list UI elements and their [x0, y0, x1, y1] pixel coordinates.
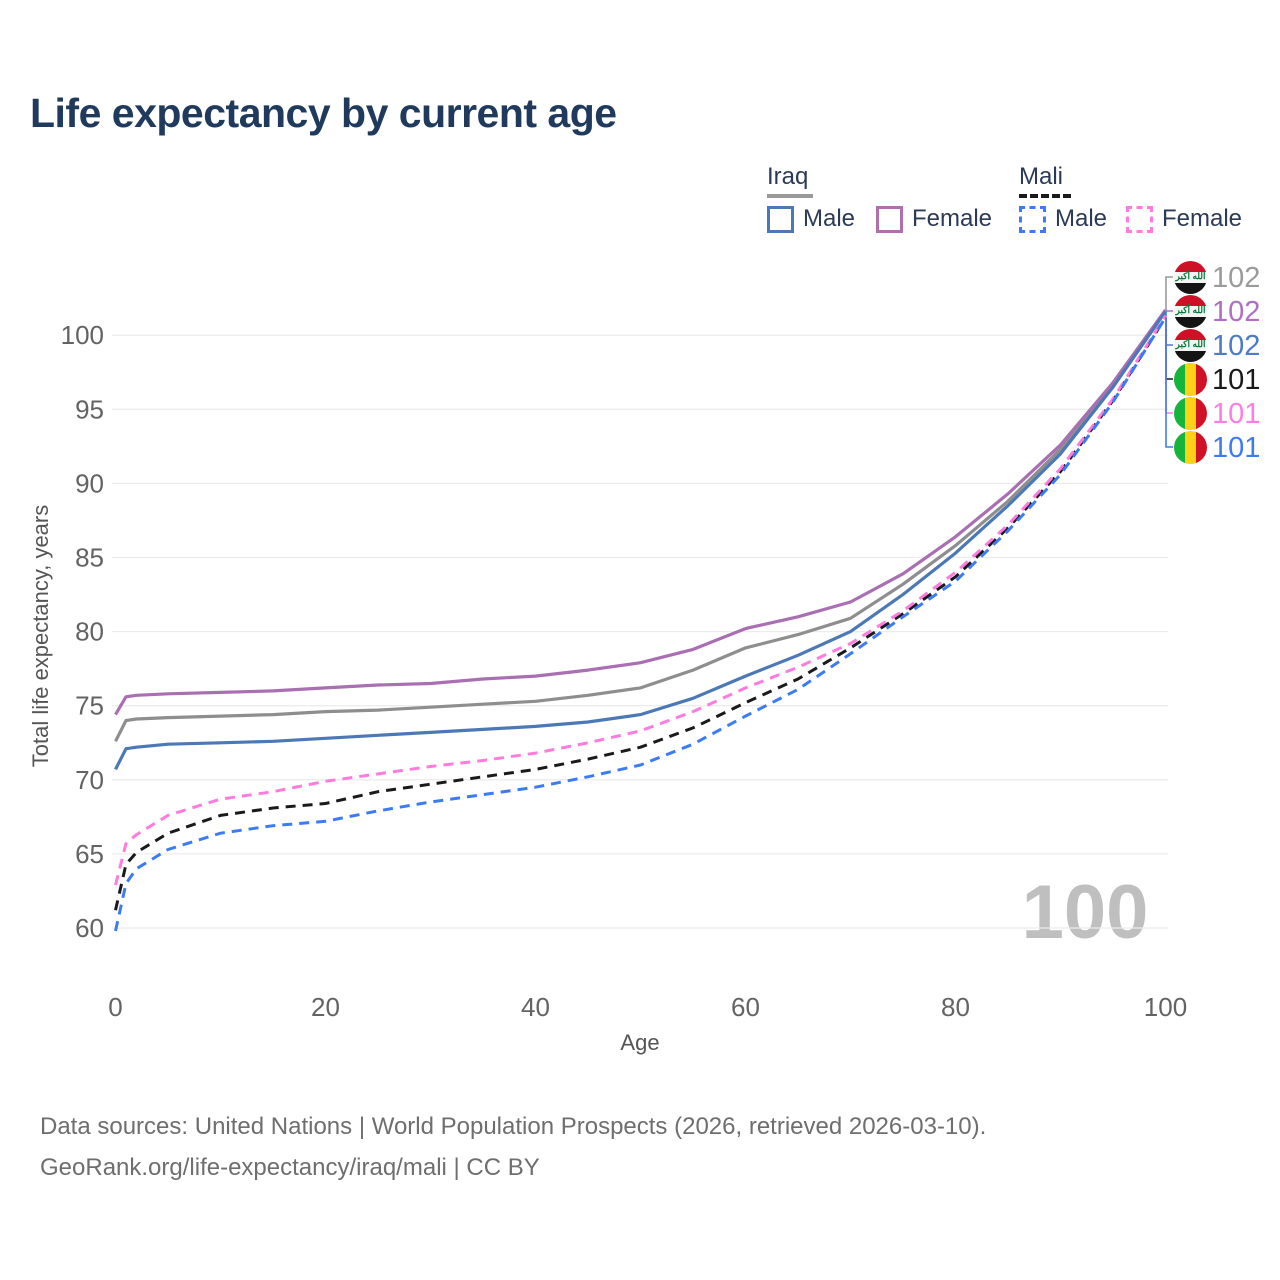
- series-line-iraq-female: [114, 309, 1167, 716]
- legend-item-iraq-male[interactable]: Male: [767, 205, 855, 233]
- y-axis-title: Total life expectancy, years: [28, 505, 53, 768]
- legend-group-mali: Mali: [1019, 163, 1071, 198]
- y-tick-label: 90: [75, 468, 104, 498]
- footer-attribution: GeoRank.org/life-expectancy/iraq/mali | …: [40, 1154, 540, 1182]
- end-value-iraq-male: 102: [1212, 330, 1260, 362]
- x-tick-label: 20: [311, 992, 340, 1022]
- footer-data-sources: Data sources: United Nations | World Pop…: [40, 1113, 987, 1140]
- mali-line-style-sample: [1019, 194, 1071, 198]
- mali-flag-icon: [1174, 362, 1207, 396]
- end-value-iraq-both: 102: [1212, 262, 1260, 294]
- legend-group-iraq: Iraq: [767, 163, 813, 198]
- y-tick-label: 85: [75, 543, 104, 573]
- series-line-mali-male: [114, 316, 1167, 932]
- legend-country-iraq: Iraq: [767, 163, 809, 190]
- mali-flag-icon: [1174, 430, 1207, 464]
- mali-female-swatch-icon: [1126, 205, 1153, 233]
- x-tick-label: 40: [521, 992, 550, 1022]
- leader-line-mali-female: [1165, 315, 1173, 414]
- x-axis-title: Age: [620, 1030, 659, 1055]
- end-value-mali-female: 101: [1212, 398, 1260, 430]
- iraq-male-swatch-icon: [767, 205, 794, 233]
- y-tick-label: 65: [75, 839, 104, 869]
- y-tick-label: 100: [61, 320, 104, 350]
- leader-line-mali-male: [1165, 317, 1173, 448]
- legend-item-iraq-female[interactable]: Female: [876, 205, 992, 233]
- series-line-mali-both: [114, 316, 1167, 911]
- footer: Data sources: United Nations | World Pop…: [40, 1106, 986, 1189]
- y-tick-label: 80: [75, 617, 104, 647]
- leader-line-iraq-both: [1165, 276, 1173, 312]
- end-value-iraq-female: 102: [1212, 296, 1260, 328]
- x-tick-label: 80: [941, 992, 970, 1022]
- iraq-flag-icon: [1174, 294, 1207, 328]
- legend-label-iraq-female: Female: [912, 205, 993, 232]
- y-tick-label: 70: [75, 765, 104, 795]
- end-value-mali-male: 101: [1212, 432, 1260, 464]
- series-line-iraq-both: [114, 310, 1167, 743]
- series-line-iraq-male: [114, 310, 1167, 771]
- leader-line-mali-both: [1165, 317, 1173, 380]
- y-tick-label: 60: [75, 913, 104, 943]
- iraq-flag-icon: [1174, 328, 1207, 362]
- leader-line-iraq-female: [1165, 310, 1173, 312]
- legend-label-mali-female: Female: [1162, 205, 1243, 232]
- page-title: Life expectancy by current age: [30, 90, 617, 136]
- y-tick-label: 95: [75, 394, 104, 424]
- series-line-mali-female: [114, 315, 1167, 886]
- iraq-female-swatch-icon: [876, 205, 903, 233]
- y-tick-label: 75: [75, 691, 104, 721]
- iraq-flag-icon: [1174, 260, 1207, 294]
- x-tick-label: 0: [108, 992, 122, 1022]
- legend-country-mali: Mali: [1019, 163, 1064, 190]
- legend-item-mali-female[interactable]: Female: [1126, 205, 1242, 233]
- legend-item-mali-male[interactable]: Male: [1019, 205, 1107, 233]
- end-value-mali-both: 101: [1212, 364, 1260, 396]
- x-tick-label: 60: [731, 992, 760, 1022]
- age-watermark: 100: [1022, 870, 1149, 955]
- x-tick-label: 100: [1144, 992, 1187, 1022]
- mali-male-swatch-icon: [1019, 205, 1046, 233]
- legend-label-iraq-male: Male: [803, 205, 856, 232]
- iraq-line-style-sample: [767, 194, 813, 198]
- legend-label-mali-male: Male: [1055, 205, 1108, 232]
- leader-line-iraq-male: [1165, 311, 1173, 346]
- mali-flag-icon: [1174, 396, 1207, 430]
